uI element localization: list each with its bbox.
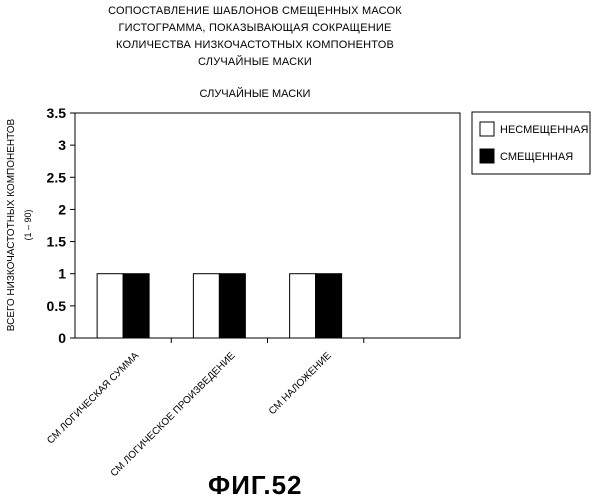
bar-unshifted [193, 274, 219, 338]
y-tick-label: 0.5 [47, 298, 67, 314]
y-axis-label: ВСЕГО НИЗКОЧАСТОТНЫХ КОМПОНЕНТОВ [6, 118, 17, 331]
y-tick-label: 2 [58, 201, 66, 217]
figure-label: ФИГ.52 [208, 470, 303, 501]
y-tick-label: 2.5 [47, 169, 67, 185]
legend-swatch-shifted [480, 149, 494, 163]
bar-shifted [123, 274, 149, 338]
x-category-label: СМ НАЛОЖЕНИЕ [267, 350, 334, 417]
bar-unshifted [97, 274, 123, 338]
bar-shifted [219, 274, 245, 338]
bar-unshifted [290, 274, 316, 338]
legend-entry-label: СМЕЩЕННАЯ [500, 151, 573, 163]
legend-box [472, 112, 590, 174]
y-tick-label: 3.5 [47, 105, 67, 121]
y-tick-label: 1.5 [47, 234, 67, 250]
y-tick-label: 1 [58, 266, 66, 282]
legend-entry-label: НЕСМЕЩЕННАЯ [500, 124, 588, 136]
y-axis-label-range: (1 – 90) [23, 209, 33, 240]
x-category-label: СМ ЛОГИЧЕСКАЯ СУММА [45, 350, 141, 446]
y-tick-label: 3 [58, 137, 66, 153]
legend-swatch-unshifted [480, 122, 494, 136]
bar-shifted [316, 274, 342, 338]
y-tick-label: 0 [58, 330, 66, 346]
